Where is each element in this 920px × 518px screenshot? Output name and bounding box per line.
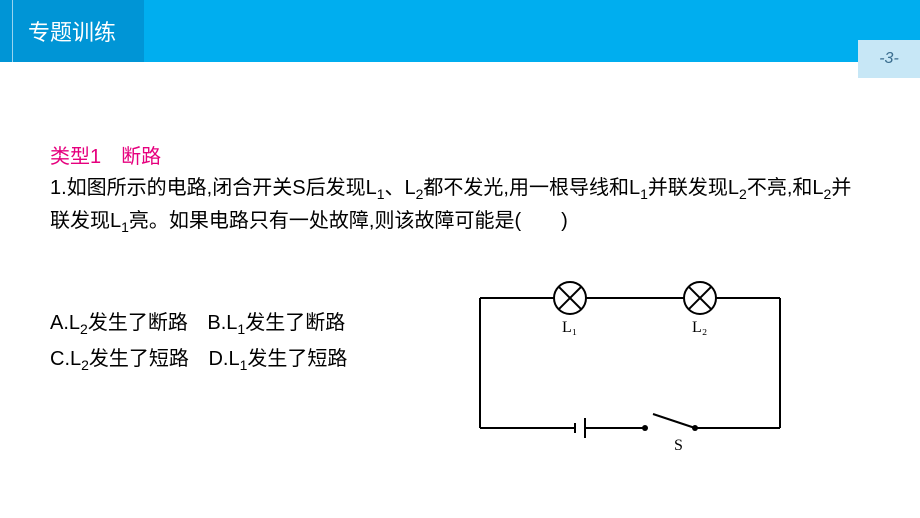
tab-label: 专题训练 bbox=[28, 15, 116, 47]
options-block: A.L2发生了断路 B.L1发生了断路 C.L2发生了短路 D.L1发生了短路 bbox=[50, 278, 460, 378]
option-a[interactable]: A.L2发生了断路 bbox=[50, 312, 188, 334]
circuit-figure: L₁ L₂ S bbox=[460, 278, 870, 458]
header-bar: 专题训练 -3- bbox=[0, 0, 920, 62]
svg-text:L₁: L₁ bbox=[562, 319, 577, 336]
content-area: 类型1 断路 1.如图所示的电路,闭合开关S后发现L1、L2都不发光,用一根导线… bbox=[0, 62, 920, 458]
circuit-svg: L₁ L₂ S bbox=[460, 278, 800, 458]
tab-training[interactable]: 专题训练 bbox=[0, 0, 144, 62]
options-and-figure: A.L2发生了断路 B.L1发生了断路 C.L2发生了短路 D.L1发生了短路 … bbox=[50, 278, 870, 458]
option-d[interactable]: D.L1发生了短路 bbox=[208, 348, 347, 370]
category-title: 类型1 断路 bbox=[50, 140, 870, 169]
option-c[interactable]: C.L2发生了短路 bbox=[50, 348, 189, 370]
question-text: 1.如图所示的电路,闭合开关S后发现L1、L2都不发光,用一根导线和L1并联发现… bbox=[50, 173, 870, 238]
option-b[interactable]: B.L1发生了断路 bbox=[207, 312, 345, 334]
svg-text:L₂: L₂ bbox=[692, 319, 707, 336]
svg-text:S: S bbox=[674, 437, 683, 454]
